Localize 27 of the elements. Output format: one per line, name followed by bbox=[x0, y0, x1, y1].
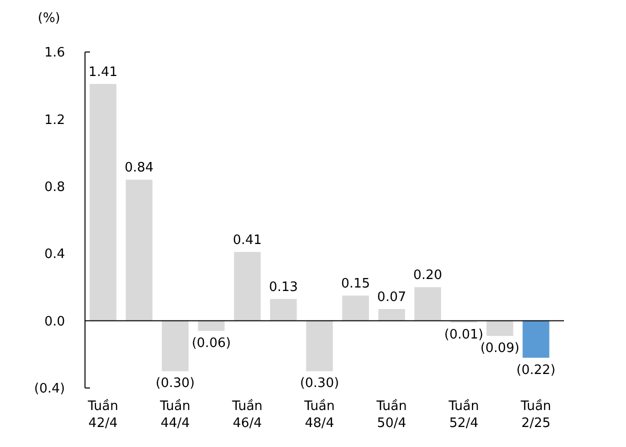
y-tick-label: 0.8 bbox=[44, 180, 65, 195]
data-label: (0.09) bbox=[480, 340, 520, 356]
data-label: (0.01) bbox=[444, 327, 484, 342]
y-tick-label: 0.4 bbox=[44, 247, 65, 262]
y-tick-label: (0.4) bbox=[34, 382, 65, 397]
y-tick-label: 1.2 bbox=[44, 112, 65, 128]
x-tick-label: Tuần 42/4 bbox=[86, 398, 118, 431]
data-label: (0.30) bbox=[156, 376, 195, 392]
x-tick-label: Tuần 44/4 bbox=[158, 398, 190, 431]
y-axis-title: (%) bbox=[38, 11, 60, 26]
x-tick-label: Tuần 2/25 bbox=[520, 398, 552, 431]
x-tick-label: Tuần 48/4 bbox=[303, 398, 335, 431]
data-label: (0.30) bbox=[300, 376, 340, 392]
data-label: (0.22) bbox=[516, 362, 556, 378]
data-label: 0.13 bbox=[268, 280, 298, 295]
data-label: (0.06) bbox=[192, 336, 231, 351]
data-label: 0.07 bbox=[377, 290, 406, 306]
y-tick-label: 1.6 bbox=[44, 46, 65, 61]
data-label: 0.84 bbox=[124, 160, 154, 176]
data-label: 0.15 bbox=[341, 276, 370, 292]
y-tick-label: 0.0 bbox=[44, 314, 65, 330]
x-tick-label: Tuần 52/4 bbox=[448, 398, 480, 431]
data-label: 0.20 bbox=[413, 268, 442, 284]
data-label: 1.41 bbox=[88, 64, 118, 80]
x-tick-label: Tuần 50/4 bbox=[375, 398, 407, 431]
x-tick-label: Tuần 46/4 bbox=[231, 398, 263, 431]
data-label: 0.41 bbox=[232, 232, 262, 248]
